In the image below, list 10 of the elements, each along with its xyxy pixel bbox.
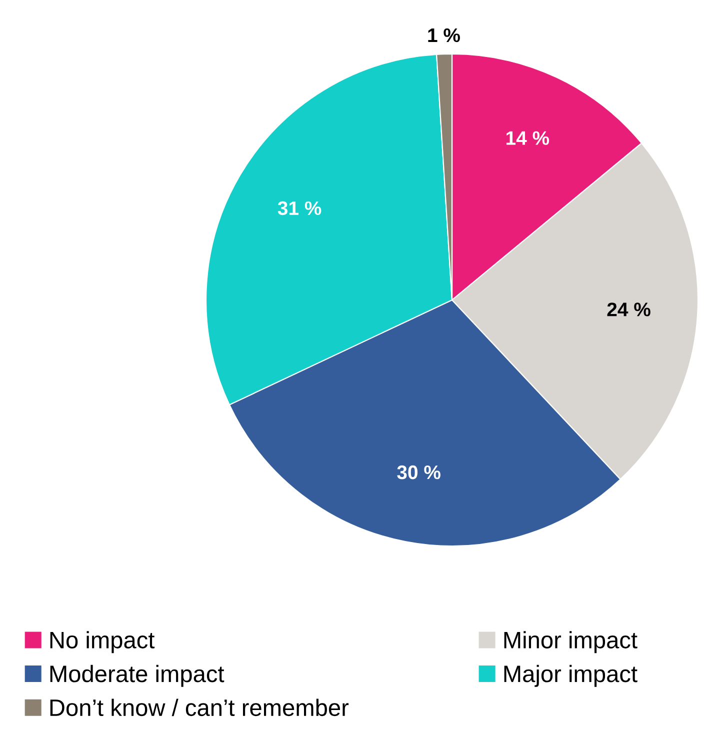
data-label: 31 % bbox=[278, 201, 322, 216]
legend-label: Moderate impact bbox=[50, 664, 224, 687]
legend-label: No impact bbox=[50, 631, 155, 654]
legend-label: Minor impact bbox=[504, 631, 638, 654]
data-label: 30 % bbox=[397, 465, 440, 480]
legend-label: Don’t know / can’t remember bbox=[50, 698, 349, 716]
legend-label: Major impact bbox=[504, 664, 638, 687]
data-label: 24 % bbox=[607, 302, 650, 316]
data-label: 14 % bbox=[506, 131, 550, 145]
data-label: 1 % bbox=[428, 28, 460, 42]
